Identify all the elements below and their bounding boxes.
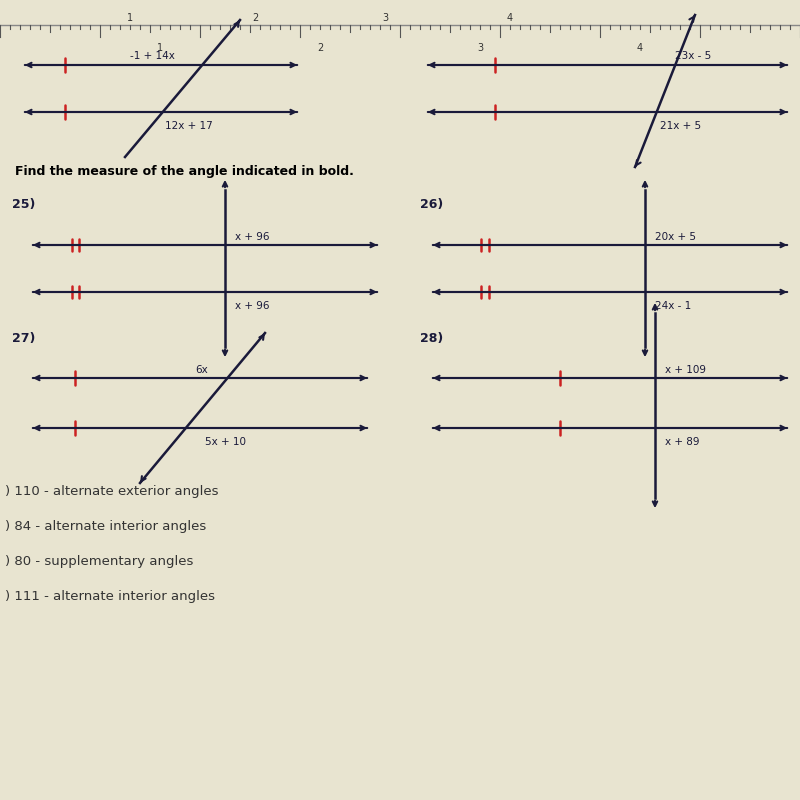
Text: 26): 26) <box>420 198 443 211</box>
Text: 2: 2 <box>252 13 258 23</box>
Text: 28): 28) <box>420 332 443 345</box>
Text: x + 89: x + 89 <box>665 437 699 447</box>
Text: 4: 4 <box>637 43 643 53</box>
Text: ) 110 - alternate exterior angles: ) 110 - alternate exterior angles <box>5 485 218 498</box>
Text: 12x + 17: 12x + 17 <box>165 121 213 131</box>
Text: 1: 1 <box>127 13 133 23</box>
Text: 3: 3 <box>382 13 388 23</box>
Text: 21x + 5: 21x + 5 <box>660 121 701 131</box>
Text: x + 96: x + 96 <box>235 301 270 311</box>
Text: 24x - 1: 24x - 1 <box>655 301 691 311</box>
Text: 2: 2 <box>317 43 323 53</box>
Text: x + 109: x + 109 <box>665 365 706 375</box>
Text: ) 111 - alternate interior angles: ) 111 - alternate interior angles <box>5 590 215 603</box>
Text: Find the measure of the angle indicated in bold.: Find the measure of the angle indicated … <box>15 165 354 178</box>
Text: x + 96: x + 96 <box>235 232 270 242</box>
Text: 5x + 10: 5x + 10 <box>205 437 246 447</box>
Text: 6x: 6x <box>195 365 208 375</box>
Text: ) 84 - alternate interior angles: ) 84 - alternate interior angles <box>5 520 206 533</box>
Text: 23x - 5: 23x - 5 <box>675 51 711 61</box>
Text: 27): 27) <box>12 332 35 345</box>
Text: 25): 25) <box>12 198 35 211</box>
Text: 4: 4 <box>507 13 513 23</box>
Text: ) 80 - supplementary angles: ) 80 - supplementary angles <box>5 555 194 568</box>
Text: 3: 3 <box>477 43 483 53</box>
Text: -1 + 14x: -1 + 14x <box>130 51 175 61</box>
Text: 20x + 5: 20x + 5 <box>655 232 696 242</box>
Text: 1: 1 <box>157 43 163 53</box>
